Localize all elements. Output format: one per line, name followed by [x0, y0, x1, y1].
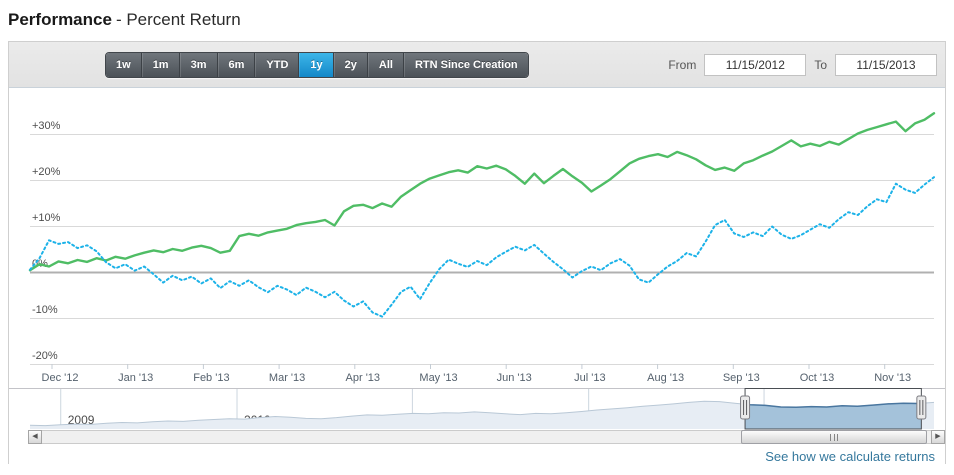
x-axis-label: Aug '13 — [647, 372, 684, 384]
main-chart-svg: +30%+20%+10%0%-10%-20%Dec '12 Jan '13 Feb … — [9, 88, 945, 388]
navigator-year-label: 2009 — [68, 413, 95, 427]
performance-chart-widget: 1w 1m 3m 6m YTD 1y 2y All RTN Since Creation Fro… — [8, 41, 946, 464]
series-line-portfolio — [28, 112, 936, 272]
range-button-1m[interactable]: 1m — [141, 52, 180, 77]
x-axis-label: Apr '13 — [346, 372, 381, 384]
y-axis-label: -10% — [32, 304, 58, 316]
y-axis-label: +30% — [32, 120, 61, 132]
x-axis-label: Mar '13 — [269, 372, 305, 384]
range-button-group: 1w 1m 3m 6m YTD 1y 2y All RTN Since Creation — [105, 51, 529, 78]
range-button-rtn-since-creation[interactable]: RTN Since Creation — [403, 52, 528, 77]
navigator-handle-right[interactable] — [916, 395, 927, 420]
date-range-controls: From To — [668, 53, 937, 76]
chart-toolbar: 1w 1m 3m 6m YTD 1y 2y All RTN Since Creation Fro… — [9, 42, 945, 88]
range-button-3m[interactable]: 3m — [179, 52, 218, 77]
navigator-line-selected — [745, 402, 922, 409]
chart-scrollbar: ◀ ▶ — [9, 430, 945, 445]
footer-row: See how we calculate returns — [9, 445, 945, 464]
from-date-input[interactable] — [704, 53, 807, 76]
scrollbar-right-arrow-icon[interactable]: ▶ — [931, 430, 945, 444]
x-axis-label: Oct '13 — [800, 372, 835, 384]
range-button-ytd[interactable]: YTD — [255, 52, 300, 77]
series-line-benchmark — [29, 176, 935, 318]
range-button-2y[interactable]: 2y — [333, 52, 368, 77]
navigator-area — [30, 401, 934, 429]
y-axis-label: +10% — [32, 212, 61, 224]
scrollbar-thumb[interactable] — [741, 430, 928, 444]
y-axis-label: +20% — [32, 166, 61, 178]
scrollbar-grip-icon — [830, 434, 839, 441]
page-title-sub: - Percent Return — [115, 10, 241, 29]
range-button-all[interactable]: All — [367, 52, 404, 77]
x-axis-label: Jul '13 — [574, 372, 605, 384]
to-date-input[interactable] — [835, 53, 937, 76]
x-axis-label: Jan '13 — [118, 372, 153, 384]
to-label: To — [814, 57, 827, 72]
scrollbar-left-arrow-icon[interactable]: ◀ — [28, 430, 42, 444]
calc-returns-link[interactable]: See how we calculate returns — [765, 449, 935, 464]
x-axis-label: Jun '13 — [497, 372, 532, 384]
x-axis-label: May '13 — [419, 372, 457, 384]
x-axis-label: Feb '13 — [193, 372, 229, 384]
x-axis-label: Dec '12 — [42, 372, 79, 384]
navigator-area-selected — [745, 403, 922, 429]
navigator-svg[interactable]: 20092010201120122013 — [9, 388, 945, 430]
y-axis-label: -20% — [32, 350, 58, 362]
range-button-6m[interactable]: 6m — [217, 52, 256, 77]
x-axis-label: Nov '13 — [874, 372, 911, 384]
x-axis-label: Sep '13 — [723, 372, 760, 384]
page-title-main: Performance — [8, 10, 112, 29]
from-label: From — [668, 57, 697, 72]
navigator-handle-left[interactable] — [740, 395, 751, 420]
range-button-1w[interactable]: 1w — [106, 52, 142, 77]
range-button-1y[interactable]: 1y — [299, 52, 334, 77]
page-title: Performance - Percent Return — [0, 0, 954, 41]
